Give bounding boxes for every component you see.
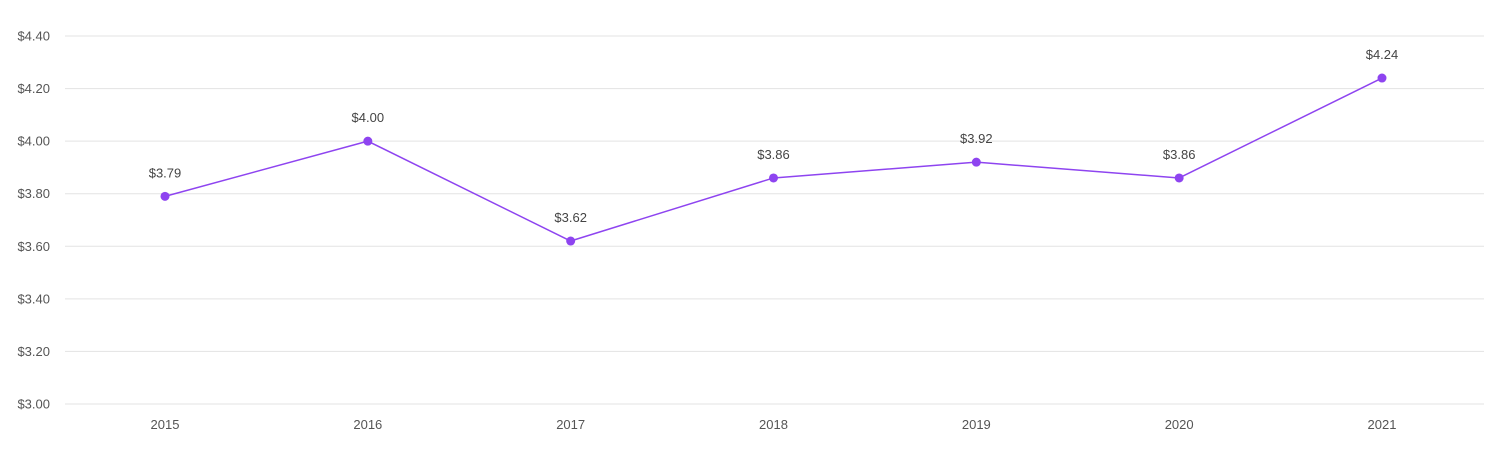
- data-point[interactable]: [1174, 173, 1184, 183]
- y-tick-label: $4.00: [17, 134, 50, 149]
- data-label: $4.00: [352, 110, 385, 125]
- x-tick-label: 2015: [151, 417, 180, 432]
- data-point[interactable]: [566, 236, 576, 246]
- y-tick-label: $4.20: [17, 81, 50, 96]
- y-tick-label: $3.40: [17, 291, 50, 306]
- data-label: $3.86: [757, 147, 790, 162]
- data-label: $3.86: [1163, 147, 1196, 162]
- y-axis: $3.00 $3.20 $3.40 $3.60 $3.80 $4.00 $4.20 $4.40: [17, 29, 50, 412]
- y-tick-label: $3.00: [17, 397, 50, 412]
- x-tick-label: 2019: [962, 417, 991, 432]
- data-label-layer: $3.79 $4.00 $3.62 $3.86 $3.92 $3.86 $4.24: [149, 47, 1399, 225]
- data-label: $3.62: [554, 210, 587, 225]
- x-tick-label: 2016: [353, 417, 382, 432]
- x-axis: 2015 2016 2017 2018 2019 2020 2021: [151, 417, 1397, 432]
- data-point[interactable]: [363, 136, 373, 146]
- y-tick-label: $3.60: [17, 239, 50, 254]
- data-label: $3.92: [960, 131, 993, 146]
- y-tick-label: $4.40: [17, 29, 50, 44]
- data-point[interactable]: [769, 173, 778, 183]
- data-point[interactable]: [1377, 73, 1387, 83]
- x-tick-label: 2017: [556, 417, 585, 432]
- data-label: $3.79: [149, 165, 182, 180]
- x-tick-label: 2021: [1368, 417, 1397, 432]
- series-layer: [160, 73, 1387, 246]
- grid-layer: [65, 35, 1484, 405]
- y-tick-label: $3.80: [17, 186, 50, 201]
- x-tick-label: 2020: [1165, 417, 1194, 432]
- y-tick-label: $3.20: [17, 344, 50, 359]
- data-point[interactable]: [971, 157, 981, 167]
- data-label: $4.24: [1366, 47, 1399, 62]
- data-point[interactable]: [160, 191, 170, 201]
- x-tick-label: 2018: [759, 417, 788, 432]
